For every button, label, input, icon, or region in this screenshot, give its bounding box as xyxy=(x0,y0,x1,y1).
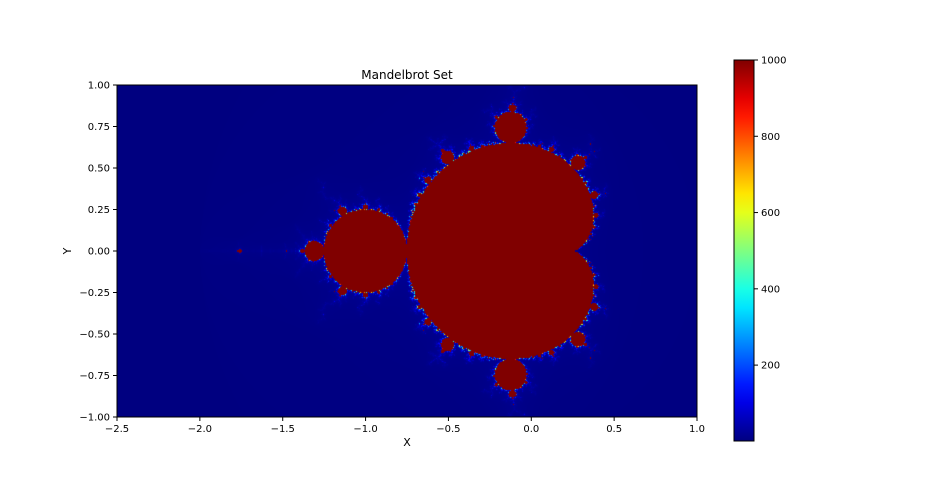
chart-title: Mandelbrot Set xyxy=(361,68,453,82)
x-tick-label: 0.0 xyxy=(523,424,539,435)
x-tick-label: −2.0 xyxy=(188,424,212,435)
y-tick-label: −1.00 xyxy=(79,413,110,424)
x-tick-label: 1.0 xyxy=(689,424,705,435)
colorbar-ticks: 200 400 600 800 1000 xyxy=(754,56,786,372)
y-tick-label: 0.00 xyxy=(88,247,110,258)
colorbar-tick-label: 800 xyxy=(761,132,780,143)
y-tick-label: 0.25 xyxy=(88,205,110,216)
x-axis: −2.5 −2.0 −1.5 −1.0 −0.5 0.0 0.5 1.0 xyxy=(105,417,705,435)
x-tick-label: −1.5 xyxy=(271,424,295,435)
y-tick-label: 0.75 xyxy=(88,122,110,133)
y-tick-label: −0.75 xyxy=(79,371,110,382)
y-tick-label: 0.50 xyxy=(88,164,110,175)
x-tick-label: 0.5 xyxy=(606,424,622,435)
plot-area xyxy=(116,84,698,418)
y-tick-label: 1.00 xyxy=(88,81,110,92)
x-tick-label: −0.5 xyxy=(436,424,460,435)
y-axis-label: Y xyxy=(61,247,74,255)
x-axis-label: X xyxy=(403,436,411,449)
colorbar-tick-label: 400 xyxy=(761,284,780,295)
colorbar-tick-label: 200 xyxy=(761,361,780,372)
colorbar-gradient xyxy=(733,59,755,442)
mandelbrot-heatmap xyxy=(117,85,697,417)
x-tick-label: −1.0 xyxy=(353,424,377,435)
colorbar: 200 400 600 800 1000 xyxy=(733,56,786,442)
x-tick-label: −2.5 xyxy=(105,424,129,435)
y-axis: −1.00 −0.75 −0.50 −0.25 0.00 0.25 0.50 0.75 1.00 xyxy=(79,81,117,424)
colorbar-tick-label: 600 xyxy=(761,208,780,219)
colorbar-tick-label: 1000 xyxy=(761,56,786,67)
y-tick-label: −0.50 xyxy=(79,330,110,341)
y-tick-label: −0.25 xyxy=(79,288,110,299)
